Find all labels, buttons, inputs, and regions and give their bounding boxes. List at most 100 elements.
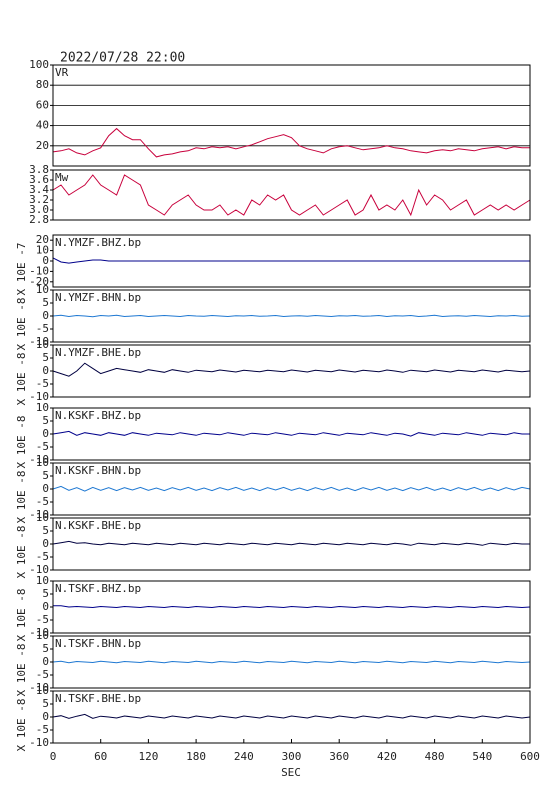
panel-frame xyxy=(52,234,531,288)
panel-label: VR xyxy=(55,66,69,79)
y-tick-label: 3.4 xyxy=(29,183,49,196)
waveform xyxy=(52,485,531,492)
chart-title: 2022/07/28 22:00 xyxy=(60,51,185,66)
y-axis-label: X 10E -8 xyxy=(15,298,28,351)
panel-frame xyxy=(52,289,531,343)
y-tick-label: -5 xyxy=(36,613,49,626)
x-tick-label: 240 xyxy=(234,750,254,763)
x-tick-label: 420 xyxy=(377,750,397,763)
y-tick-label: -5 xyxy=(36,440,49,453)
y-tick-label: 40 xyxy=(36,119,49,132)
y-tick-label: 5 xyxy=(42,469,49,482)
y-tick-label: 0 xyxy=(42,309,49,322)
y-tick-label: 5 xyxy=(42,296,49,309)
y-tick-label: -10 xyxy=(29,335,49,348)
x-tick-label: 0 xyxy=(50,750,57,763)
y-tick-label: -10 xyxy=(29,563,49,576)
y-axis-label: X 10E -7 xyxy=(15,243,28,296)
y-tick-label: -5 xyxy=(36,322,49,335)
y-axis-label: X 10E -8 xyxy=(15,353,28,406)
y-tick-label: 3.6 xyxy=(29,173,49,186)
waveform xyxy=(52,660,531,664)
y-tick-label: 0 xyxy=(42,364,49,377)
y-tick-label: -10 xyxy=(29,626,49,639)
panel-label: N.YMZF.BHZ.bp xyxy=(55,236,141,249)
y-tick-label: 3.0 xyxy=(29,203,49,216)
y-tick-label: -10 xyxy=(29,264,49,277)
panel-label: N.TSKF.BHZ.bp xyxy=(55,582,141,595)
y-tick-label: 0 xyxy=(42,482,49,495)
panel-label: N.KSKF.BHN.bp xyxy=(55,464,141,477)
y-axis-label: X 10E -8 xyxy=(15,416,28,469)
y-tick-label: 10 xyxy=(36,574,49,587)
y-tick-label: -5 xyxy=(36,495,49,508)
waveform xyxy=(52,362,531,377)
waveform xyxy=(52,174,531,217)
y-tick-label: 10 xyxy=(36,244,49,257)
y-tick-label: 10 xyxy=(36,684,49,697)
panel-frame xyxy=(52,169,531,221)
waveform xyxy=(53,605,531,609)
y-tick-label: 5 xyxy=(42,642,49,655)
y-tick-label: -10 xyxy=(29,508,49,521)
y-tick-label: -10 xyxy=(29,681,49,694)
y-tick-label: 10 xyxy=(36,629,49,642)
x-tick-label: 540 xyxy=(472,750,492,763)
x-tick-label: 60 xyxy=(94,750,107,763)
panel-label: N.TSKF.BHN.bp xyxy=(55,637,141,650)
panel-frame xyxy=(52,462,531,516)
panel-frame xyxy=(52,344,531,398)
y-axis-label: X 10E -8 xyxy=(15,699,28,752)
x-tick-label: 120 xyxy=(138,750,158,763)
panel-label: N.YMZF.BHE.bp xyxy=(55,346,141,359)
panel-frame xyxy=(52,517,531,571)
y-axis-label: X 10E -8 xyxy=(15,526,28,579)
panel-frame xyxy=(52,635,531,689)
x-tick-label: 180 xyxy=(186,750,206,763)
y-tick-label: 2.8 xyxy=(29,213,49,226)
panel-frame xyxy=(52,407,531,461)
y-tick-label: 3.2 xyxy=(29,193,49,206)
y-tick-label: -10 xyxy=(29,390,49,403)
waveform xyxy=(52,430,530,437)
waveform xyxy=(52,540,530,546)
x-axis-label: SEC xyxy=(281,766,301,779)
y-tick-label: -10 xyxy=(29,736,49,749)
panel-label: N.KSKF.BHE.bp xyxy=(55,519,141,532)
y-axis-label: X 10E -8 xyxy=(15,471,28,524)
y-tick-label: 0 xyxy=(42,427,49,440)
y-tick-label: 10 xyxy=(36,401,49,414)
x-tick-label: 600 xyxy=(520,750,540,763)
panel-frame xyxy=(52,64,531,167)
x-tick-label: 300 xyxy=(282,750,302,763)
y-tick-label: 0 xyxy=(42,254,49,267)
y-tick-label: -5 xyxy=(36,723,49,736)
waveform xyxy=(52,713,531,719)
y-tick-label: 60 xyxy=(36,98,49,111)
panel-label: N.TSKF.BHE.bp xyxy=(55,692,141,705)
y-tick-label: 10 xyxy=(36,338,49,351)
y-tick-label: 10 xyxy=(36,456,49,469)
waveform xyxy=(52,127,530,158)
x-tick-label: 360 xyxy=(329,750,349,763)
y-tick-label: 0 xyxy=(42,710,49,723)
y-tick-label: 5 xyxy=(42,524,49,537)
panel-label: Mw xyxy=(55,171,69,184)
waveform xyxy=(52,257,530,264)
y-tick-label: 80 xyxy=(36,78,49,91)
y-tick-label: 5 xyxy=(42,697,49,710)
panel-frame xyxy=(52,580,531,634)
y-tick-label: -5 xyxy=(36,377,49,390)
y-tick-label: -10 xyxy=(29,453,49,466)
y-tick-label: 5 xyxy=(42,351,49,364)
y-tick-label: 10 xyxy=(36,511,49,524)
y-tick-label: 5 xyxy=(42,414,49,427)
y-tick-label: 0 xyxy=(42,537,49,550)
y-tick-label: 10 xyxy=(36,283,49,296)
y-tick-label: 0 xyxy=(42,600,49,613)
panel-label: N.YMZF.BHN.bp xyxy=(55,291,141,304)
y-tick-label: -5 xyxy=(36,550,49,563)
y-tick-label: 3.8 xyxy=(29,163,49,176)
panel-label: N.KSKF.BHZ.bp xyxy=(55,409,141,422)
